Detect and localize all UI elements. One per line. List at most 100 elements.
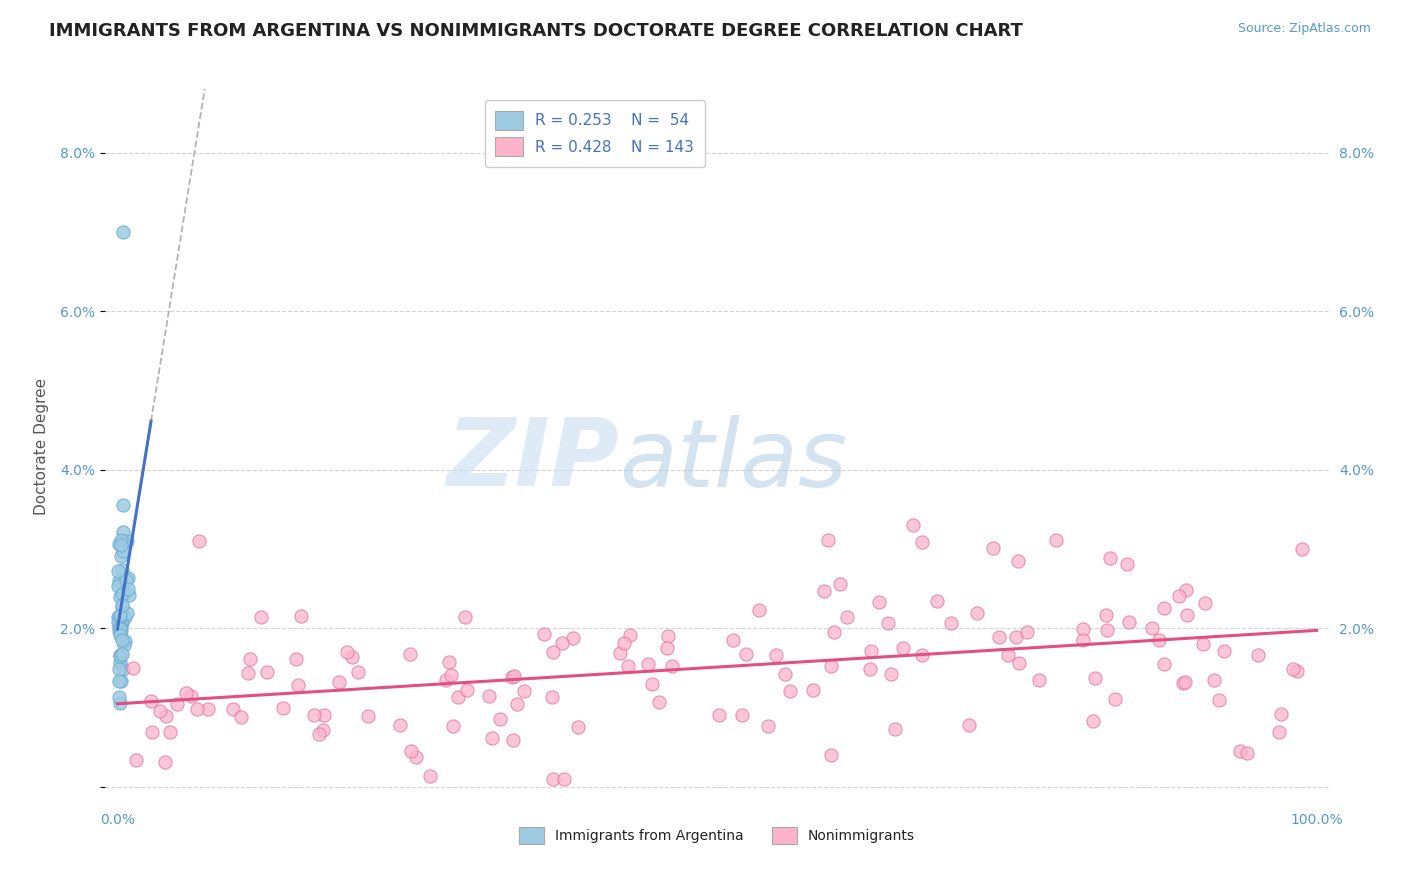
Point bbox=[454, 610, 477, 624]
Point bbox=[112, 225, 135, 239]
Point bbox=[1149, 633, 1171, 648]
Point bbox=[159, 724, 181, 739]
Point bbox=[657, 629, 679, 643]
Point bbox=[112, 524, 135, 539]
Point bbox=[1071, 633, 1094, 648]
Point bbox=[1174, 675, 1197, 690]
Point bbox=[1094, 608, 1116, 623]
Point bbox=[655, 640, 678, 655]
Point bbox=[987, 630, 1010, 644]
Point bbox=[111, 632, 134, 647]
Point bbox=[117, 582, 139, 597]
Point bbox=[111, 600, 134, 615]
Point bbox=[287, 677, 309, 691]
Point bbox=[823, 624, 845, 639]
Point bbox=[911, 535, 934, 549]
Point bbox=[108, 574, 131, 589]
Point bbox=[434, 673, 457, 688]
Point bbox=[489, 712, 512, 726]
Point bbox=[721, 632, 744, 647]
Point bbox=[328, 675, 350, 690]
Point bbox=[502, 733, 524, 747]
Point bbox=[197, 702, 219, 716]
Point bbox=[901, 518, 924, 533]
Point bbox=[112, 498, 135, 512]
Point bbox=[735, 647, 758, 661]
Text: Source: ZipAtlas.com: Source: ZipAtlas.com bbox=[1237, 22, 1371, 36]
Point bbox=[1140, 621, 1163, 635]
Point bbox=[112, 534, 135, 549]
Point bbox=[1204, 673, 1226, 687]
Point bbox=[1270, 706, 1292, 721]
Point bbox=[108, 662, 131, 676]
Point bbox=[957, 718, 980, 732]
Point bbox=[820, 748, 842, 763]
Point bbox=[250, 610, 273, 624]
Point bbox=[122, 661, 145, 675]
Point bbox=[1083, 714, 1105, 728]
Point bbox=[117, 606, 139, 620]
Point bbox=[108, 620, 131, 634]
Point bbox=[188, 534, 211, 549]
Text: atlas: atlas bbox=[619, 415, 848, 506]
Point bbox=[405, 750, 427, 764]
Point bbox=[108, 674, 131, 689]
Point bbox=[817, 533, 839, 547]
Point bbox=[111, 582, 134, 596]
Point bbox=[1116, 557, 1139, 571]
Point bbox=[114, 633, 136, 648]
Point bbox=[117, 570, 139, 584]
Point bbox=[108, 620, 131, 634]
Point bbox=[609, 646, 631, 660]
Point bbox=[748, 603, 770, 617]
Point bbox=[709, 708, 731, 723]
Point bbox=[1247, 648, 1270, 663]
Point bbox=[1153, 601, 1175, 615]
Point bbox=[533, 627, 555, 641]
Point bbox=[108, 620, 131, 634]
Point bbox=[765, 648, 787, 662]
Point bbox=[108, 656, 131, 670]
Point bbox=[756, 719, 779, 733]
Point bbox=[174, 686, 197, 700]
Point bbox=[837, 610, 859, 624]
Point bbox=[1045, 533, 1067, 547]
Point bbox=[110, 533, 132, 547]
Point bbox=[108, 537, 131, 551]
Point bbox=[314, 707, 336, 722]
Point bbox=[107, 610, 129, 624]
Point bbox=[180, 689, 202, 703]
Point bbox=[221, 702, 243, 716]
Point bbox=[1229, 744, 1251, 758]
Point bbox=[1171, 676, 1194, 690]
Point bbox=[399, 743, 422, 757]
Point bbox=[125, 753, 148, 767]
Point bbox=[115, 533, 138, 548]
Point bbox=[340, 650, 363, 665]
Point bbox=[271, 701, 294, 715]
Point bbox=[186, 702, 208, 716]
Point bbox=[859, 662, 882, 676]
Point bbox=[813, 584, 835, 599]
Point bbox=[111, 563, 134, 577]
Point bbox=[110, 628, 132, 642]
Point bbox=[110, 619, 132, 633]
Point bbox=[107, 564, 129, 578]
Point bbox=[118, 588, 141, 602]
Point bbox=[661, 658, 683, 673]
Point bbox=[110, 538, 132, 552]
Point bbox=[388, 718, 411, 732]
Point bbox=[336, 645, 359, 659]
Point bbox=[553, 772, 575, 786]
Point bbox=[108, 649, 131, 664]
Point bbox=[111, 598, 134, 612]
Point bbox=[1208, 693, 1230, 707]
Point bbox=[107, 579, 129, 593]
Point bbox=[879, 667, 901, 681]
Point bbox=[1268, 724, 1291, 739]
Point bbox=[1095, 623, 1118, 637]
Point bbox=[1084, 671, 1107, 685]
Point bbox=[1028, 673, 1050, 687]
Point bbox=[357, 709, 380, 723]
Point bbox=[773, 666, 796, 681]
